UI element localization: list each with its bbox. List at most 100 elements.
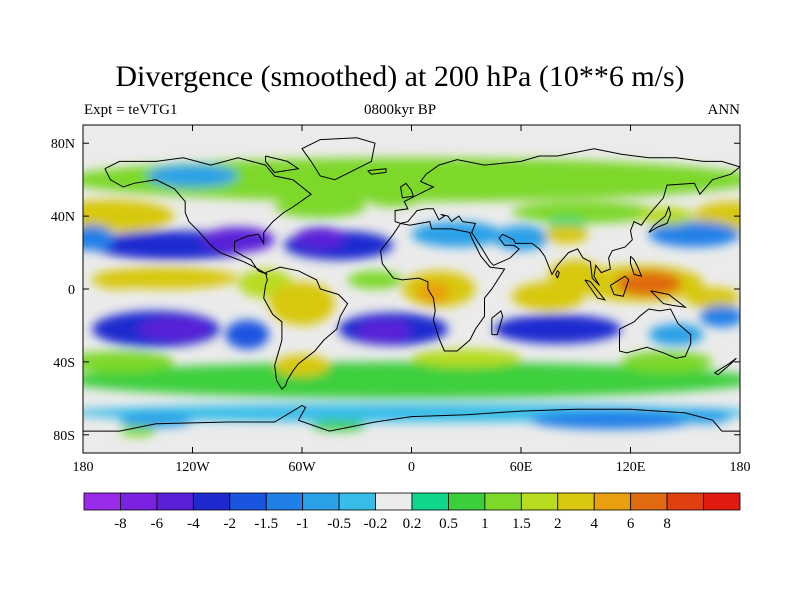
field-ross-conv <box>676 409 731 424</box>
lon-tick-label: 60W <box>288 460 316 475</box>
colorbar-label: -1.5 <box>254 516 278 532</box>
field-amundsen-conv <box>119 412 193 428</box>
time-label: 0800kyr BP <box>363 102 437 118</box>
coastline-madagascar <box>491 310 504 336</box>
colorbar-label: 1.5 <box>512 516 531 532</box>
colorbar-swatch <box>666 492 704 511</box>
coastline-new-zealand <box>714 357 737 376</box>
colorbar-swatch <box>302 492 340 511</box>
field-wp-div <box>685 287 740 310</box>
field-ross-div <box>119 425 156 437</box>
lat-tick-label: 40S <box>53 356 75 371</box>
coastline-greenland <box>301 137 376 181</box>
field-amazon-core <box>283 283 321 310</box>
coastline-new-guinea <box>650 290 688 308</box>
field-tibet-div <box>544 225 589 244</box>
colorbar-swatch <box>448 492 486 511</box>
coastline-iceland <box>367 168 387 175</box>
colorbar-label: -0.5 <box>327 516 351 532</box>
field-sa-conv-core <box>356 319 412 342</box>
coastline-japan <box>648 205 672 233</box>
field-itcz-central <box>92 270 147 289</box>
coastline-antarctica <box>83 405 740 432</box>
field-na-conv-core <box>294 227 346 249</box>
lon-tick-label: 180 <box>730 460 751 475</box>
coastline-sumatra <box>584 279 607 301</box>
colorbar-swatch <box>593 492 632 511</box>
colorbar-swatch <box>338 492 376 511</box>
field-ne-atlantic <box>365 188 421 207</box>
field-sp-conv-core <box>137 318 211 341</box>
colorbar-label: 2 <box>554 516 562 532</box>
coastline-south-america <box>263 266 349 391</box>
coastline-uk <box>400 182 414 199</box>
field-si-midlat <box>411 349 521 368</box>
colorbar-swatch <box>265 492 304 511</box>
field-asia-midlat <box>511 201 658 224</box>
field-band-nh-midlat <box>83 157 740 202</box>
lat-tick-label: 0 <box>68 283 75 298</box>
field-dateline-conv <box>83 225 115 251</box>
field-sp-midlat <box>83 350 175 373</box>
field-band-southern-ocean <box>83 361 740 399</box>
field-si-conv <box>493 314 622 344</box>
coastline-baffin <box>265 155 300 173</box>
field-weddell-div <box>311 420 366 432</box>
field-aus-midlat <box>621 350 713 373</box>
colorbar-swatch <box>156 492 194 511</box>
colorbar-swatch <box>120 492 158 511</box>
colorbar-label: -0.2 <box>364 516 388 532</box>
field-np-storm-track <box>83 199 175 233</box>
colorbar-swatch <box>630 492 668 511</box>
colorbar-label: 1 <box>481 516 489 532</box>
field-maritime-core <box>615 270 682 297</box>
field-japan-div <box>639 207 695 226</box>
coastline-borneo <box>609 275 630 297</box>
colorbar-label: 0.2 <box>403 516 422 532</box>
field-se-pacific-conv <box>225 319 270 350</box>
colorbar-swatch <box>703 492 741 511</box>
experiment-label: Expt = teVTG1 <box>84 102 178 118</box>
colorbar-label: 8 <box>663 516 671 532</box>
field-alaska-conv <box>146 165 239 187</box>
coastline-north-america <box>104 157 312 275</box>
lat-tick-label: 80N <box>51 137 75 152</box>
field-aus-conv <box>648 323 704 346</box>
colorbar-label: 0.5 <box>439 516 458 532</box>
field-arabia-conv <box>493 225 549 251</box>
colorbar-swatch <box>484 492 522 511</box>
colorbar-label: 4 <box>590 516 598 532</box>
colorbar-swatch <box>375 492 413 511</box>
colorbar-label: -1 <box>296 516 309 532</box>
colorbar-label: 6 <box>627 516 635 532</box>
lon-tick-label: 0 <box>408 460 415 475</box>
field-nafrica-conv <box>411 221 503 248</box>
field-na-storm-track <box>274 196 366 218</box>
field-congo-core <box>416 281 450 304</box>
coastline-australia <box>619 308 692 359</box>
field-antarctic-east <box>530 411 695 430</box>
coastline-philippines <box>630 255 643 277</box>
lon-tick-label: 180 <box>73 460 94 475</box>
lat-tick-label: 40N <box>51 210 75 225</box>
field-indian-div <box>511 281 585 311</box>
lon-tick-label: 120W <box>175 460 210 475</box>
plot-area <box>83 125 740 453</box>
map-title: Divergence (smoothed) at 200 hPa (10**6 … <box>115 60 685 93</box>
lon-tick-label: 120E <box>616 460 646 475</box>
colorbar-label: -4 <box>187 516 200 532</box>
coastlines <box>83 137 740 432</box>
axis-ticks: 80N 40N 0 40S 80S 180 120W 60W 0 60E 120E 180 <box>51 125 751 475</box>
colorbar-swatch <box>411 492 449 511</box>
coastline-africa <box>380 221 506 352</box>
field-atlantic-itcz <box>347 270 403 289</box>
colorbar-label: -8 <box>114 516 127 532</box>
coastline-sri-lanka <box>555 269 560 279</box>
season-label: ANN <box>707 102 741 118</box>
colorbar-swatch <box>229 492 267 511</box>
colorbar-swatch <box>192 492 231 511</box>
lat-tick-label: 80S <box>53 429 75 444</box>
field-spcz-conv <box>699 305 740 328</box>
colorbar-label: -6 <box>151 516 164 532</box>
